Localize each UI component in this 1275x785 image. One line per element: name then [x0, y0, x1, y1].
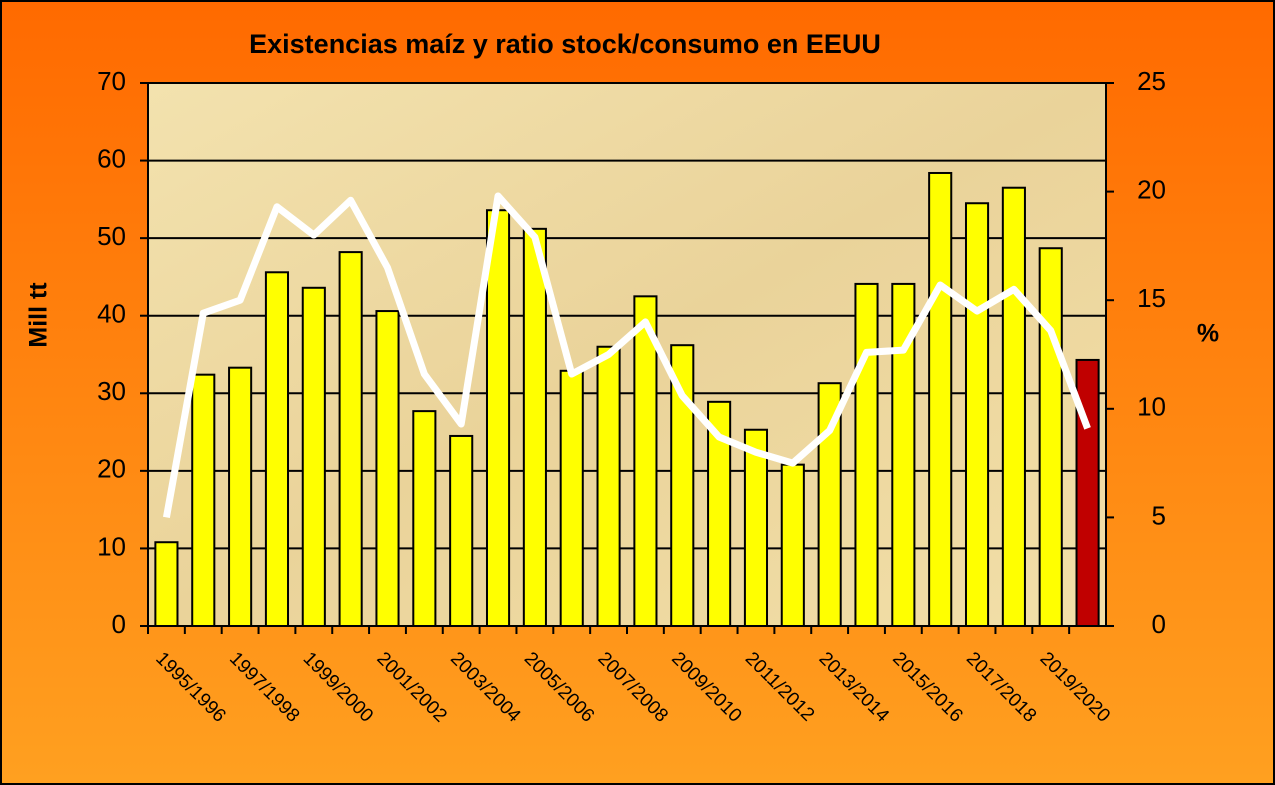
y2-tick-label: 5 — [1152, 500, 1166, 530]
bar — [596, 345, 621, 627]
bar — [375, 310, 400, 627]
y-tick-label: 70 — [97, 66, 126, 96]
bar — [854, 282, 879, 627]
chart-title: Existencias maíz y ratio stock/consumo e… — [249, 29, 881, 59]
bar — [743, 428, 769, 627]
bar — [485, 209, 511, 628]
y2-tick-label: 10 — [1137, 392, 1166, 422]
plot-area — [148, 83, 1106, 626]
y2-tick-label: 25 — [1137, 66, 1166, 96]
y-tick-label: 30 — [97, 376, 126, 406]
bar — [412, 410, 437, 627]
y-tick-label: 60 — [97, 143, 126, 173]
bar — [264, 271, 290, 627]
y-tick-label: 40 — [97, 299, 126, 329]
bar — [154, 541, 179, 627]
bar — [928, 171, 953, 628]
y-tick-label: 10 — [97, 531, 126, 561]
y2-axis-label: % — [1197, 320, 1219, 348]
bar — [780, 463, 805, 627]
y-axis-label: Mill tt — [25, 282, 53, 348]
bar — [1001, 186, 1026, 627]
bar — [338, 251, 363, 627]
y2-tick-label: 15 — [1137, 283, 1166, 313]
bar — [228, 366, 253, 627]
bar — [191, 373, 216, 627]
y-tick-label: 0 — [112, 609, 126, 639]
bar — [964, 202, 990, 627]
y-tick-label: 50 — [97, 221, 126, 251]
bar — [522, 227, 547, 627]
y2-tick-label: 0 — [1152, 609, 1166, 639]
bar — [301, 286, 326, 627]
bar — [449, 434, 474, 628]
bar — [633, 295, 658, 627]
y2-tick-label: 20 — [1137, 174, 1166, 204]
line — [162, 192, 1091, 519]
bar — [559, 369, 584, 628]
y-tick-label: 20 — [97, 454, 126, 484]
bar — [1038, 247, 1063, 627]
